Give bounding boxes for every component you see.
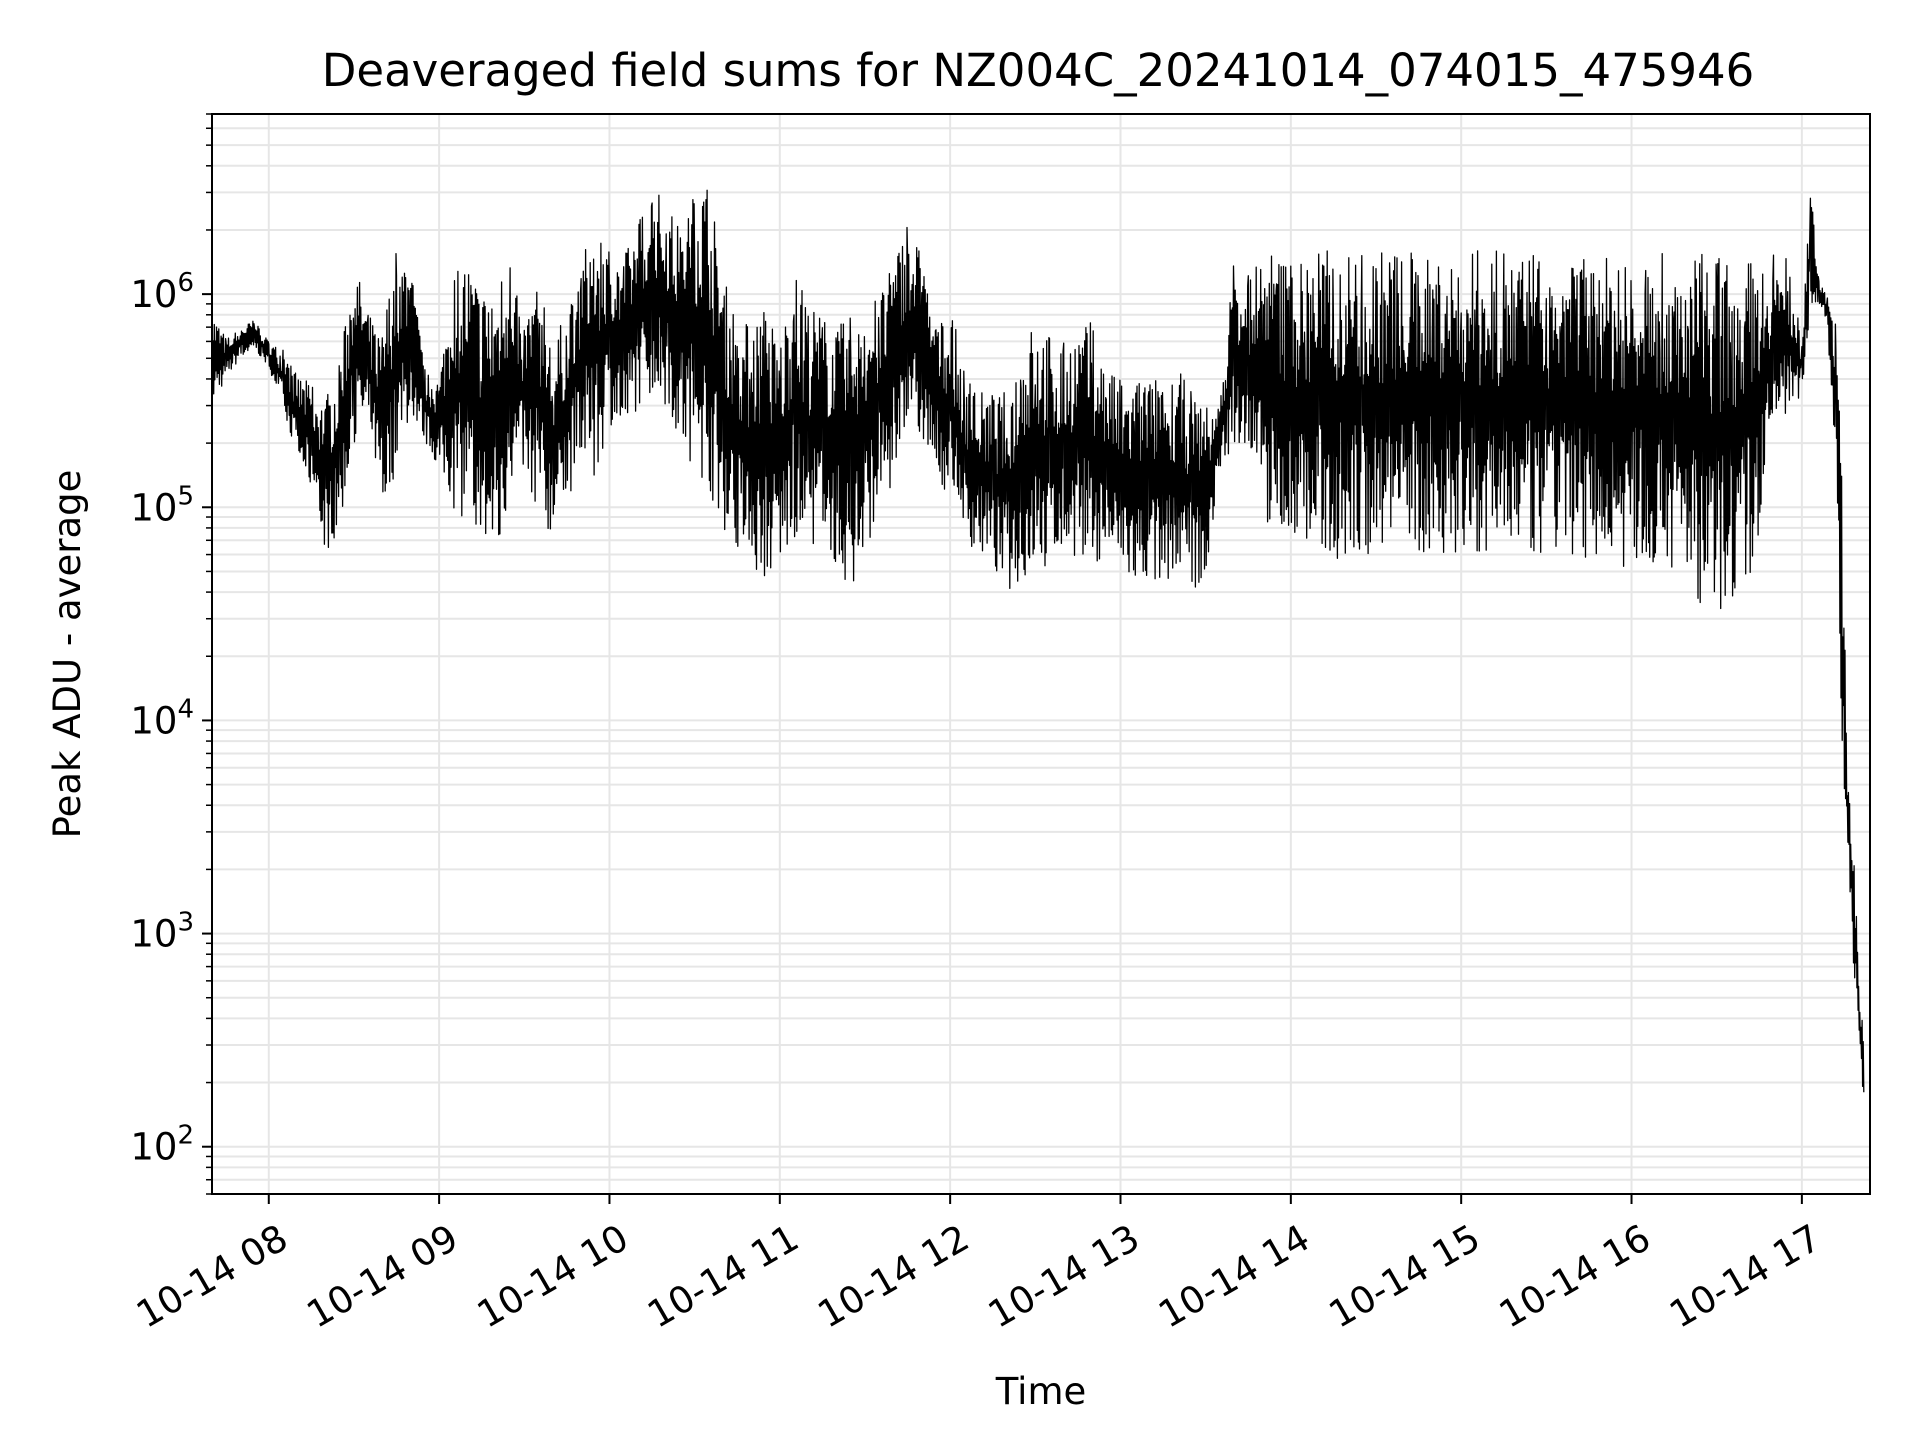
x-tick-label: 10-14 15: [1322, 1216, 1488, 1336]
x-tick-label: 10-14 16: [1492, 1216, 1658, 1336]
x-tick-label: 10-14 13: [981, 1216, 1147, 1336]
x-axis: 10-14 08 10-14 09 10-14 10 10-14 11 10-14 12…: [129, 1194, 1828, 1337]
x-tick-label: 10-14 17: [1662, 1216, 1828, 1336]
series-path: [211, 189, 1865, 1093]
x-tick-label: 10-14 08: [129, 1216, 295, 1336]
y-axis-label: Peak ADU - average: [46, 470, 89, 839]
chart-title: Deaveraged field sums for NZ004C_2024101…: [322, 44, 1754, 97]
x-tick-label: 10-14 10: [470, 1216, 636, 1336]
y-tick-label: 104: [130, 694, 194, 742]
y-tick-label: 103: [130, 908, 194, 956]
y-axis: 102 103 104 105 106: [130, 113, 212, 1195]
grid: [212, 113, 1870, 1195]
y-tick-label: 105: [130, 481, 194, 529]
y-tick-label: 106: [130, 268, 194, 316]
x-tick-label: 10-14 11: [640, 1216, 806, 1336]
x-tick-label: 10-14 09: [300, 1216, 466, 1336]
x-tick-label: 10-14 12: [811, 1216, 977, 1336]
x-tick-label: 10-14 14: [1151, 1216, 1317, 1336]
plot-frame: [211, 113, 1871, 1195]
y-tick-label: 102: [130, 1121, 194, 1169]
series-line: [211, 189, 1865, 1093]
x-axis-label: Time: [995, 1370, 1087, 1413]
